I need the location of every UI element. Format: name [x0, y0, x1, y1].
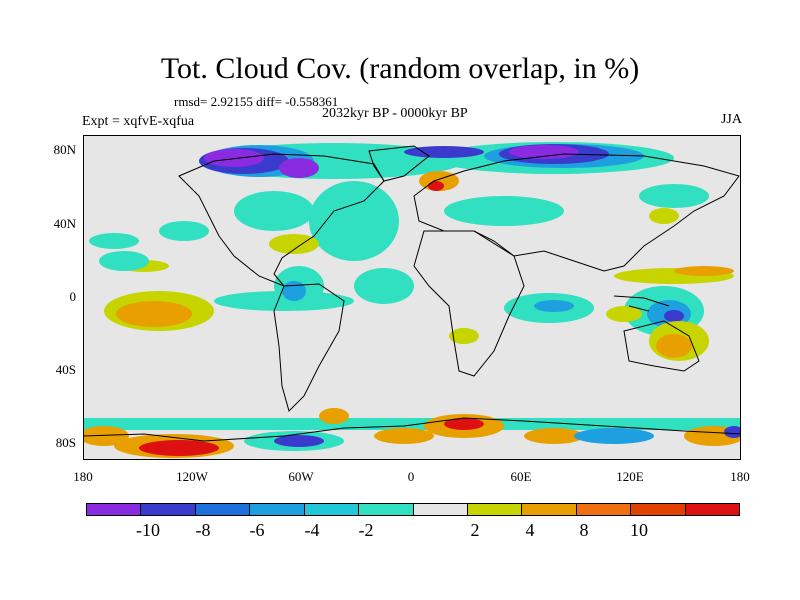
colorbar-label: -8 — [195, 520, 211, 540]
colorbar-swatch — [413, 504, 468, 515]
colorbar-label: -10 — [136, 520, 160, 540]
x-tick-label: 0 — [407, 469, 415, 484]
coastlines — [84, 145, 740, 442]
colorbar-label: -6 — [249, 520, 265, 540]
colorbar-swatch — [87, 504, 142, 515]
colorbar-swatch — [522, 504, 577, 515]
y-tick-label: 40N — [53, 216, 76, 231]
midlat-anomalies — [89, 181, 734, 284]
x-tick-label: 60E — [510, 469, 532, 484]
y-tick-label: 0 — [69, 289, 77, 304]
x-tick-label: 180 — [730, 469, 750, 484]
world-map — [83, 135, 741, 460]
colorbar-label: -4 — [304, 520, 320, 540]
colorbar-swatch — [304, 504, 360, 515]
y-tick-label: 80S — [55, 435, 76, 450]
experiment-label: Expt = xqfvE-xqfua — [82, 114, 195, 129]
colorbar-label: 4 — [525, 520, 535, 540]
x-tick-label: 120E — [616, 469, 644, 484]
colorbar-swatch — [250, 504, 305, 515]
colorbar-swatch — [631, 504, 686, 515]
season-label: JJA — [720, 112, 742, 127]
colorbar — [86, 503, 740, 516]
y-tick-label: 80N — [53, 142, 76, 157]
colorbar-label: 8 — [579, 520, 589, 540]
tropical-anomalies — [104, 266, 709, 361]
stats-line: rmsd= 2.92155 diff= -0.558361 — [174, 94, 339, 109]
period-label: 2032kyr BP - 0000kyr BP — [322, 106, 468, 121]
colorbar-swatch — [467, 504, 523, 515]
arctic-anomalies — [199, 142, 674, 191]
colorbar-swatch — [195, 504, 251, 515]
colorbar-label: -2 — [358, 520, 374, 540]
colorbar-swatch — [141, 504, 196, 515]
colorbar-swatch — [685, 504, 740, 515]
colorbar-swatch — [576, 504, 632, 515]
southern-ocean-anomalies — [84, 408, 740, 458]
colorbar-label: 10 — [630, 520, 648, 540]
plot-title: Tot. Cloud Cov. (random overlap, in %) — [160, 52, 640, 85]
x-tick-label: 180 — [73, 469, 93, 484]
y-tick-label: 40S — [55, 362, 76, 377]
x-tick-label: 60W — [288, 469, 314, 484]
colorbar-label: 2 — [470, 520, 480, 540]
anomaly-field — [84, 142, 740, 458]
colorbar-swatch — [359, 504, 414, 515]
x-tick-label: 120W — [176, 469, 208, 484]
